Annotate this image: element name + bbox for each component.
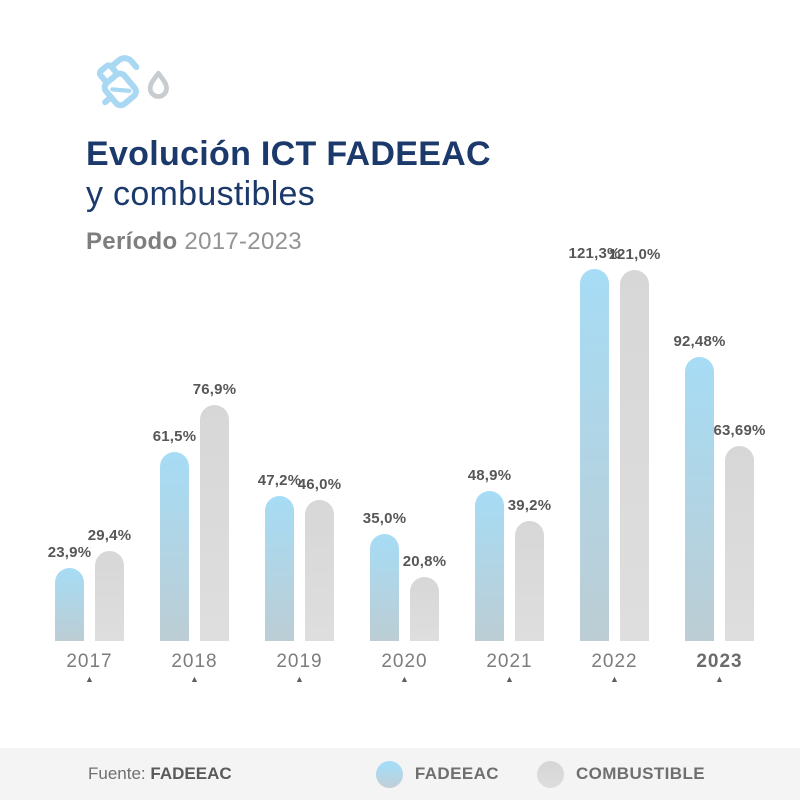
bar-chart: 23,9% 29,4% 2017 ▲ 61,5% 76,9% 2018 ▲ 47,2% 46,0%… [48,245,766,684]
legend-label: FADEEAC [414,764,499,783]
source-note: Fuente: FADEEAC [88,764,232,784]
bar-pair: 47,2% 46,0% [258,269,341,641]
title-line1: Evolución ICT FADEEAC [86,135,491,173]
bar-fadeeac-2021: 48,9% [468,467,511,641]
footer: Fuente: FADEEAC FADEEAC COMBUSTIBLE [0,748,800,800]
source-label: Fuente: [88,764,146,783]
fuel-nozzle-icon [84,44,491,118]
year-group-2017: 23,9% 29,4% 2017 ▲ [48,269,131,684]
year-group-2020: 35,0% 20,8% 2020 ▲ [363,269,446,684]
bar-value-label: 23,9% [47,543,92,561]
bar-combustible-2023: 63,69% [713,422,765,641]
axis-marker-icon: ▲ [400,674,409,684]
bar-combustible-2019: 46,0% [298,476,341,641]
legend-item-combustible: COMBUSTIBLE [536,760,705,788]
bar-fadeeac-2017: 23,9% [48,544,91,641]
bar-value-label: 76,9% [192,381,237,399]
bar-value-label: 35,0% [362,509,407,527]
bar-fadeeac-2020: 35,0% [363,510,406,641]
legend-item-fadeeac: FADEEAC [375,760,499,788]
bar-value-label: 61,5% [152,428,197,446]
axis-marker-icon: ▲ [715,674,724,684]
bar-value-label: 48,9% [467,467,512,484]
bar-value-label: 121,3% [568,245,621,262]
header: Evolución ICT FADEEAC y combustibles Per… [86,44,491,256]
source-value: FADEEAC [150,764,232,783]
bar-fadeeac-2019: 47,2% [258,472,301,641]
page-title: Evolución ICT FADEEAC y combustibles [86,134,491,214]
x-axis-label-2017: 2017 [66,651,113,672]
bar-fadeeac-2022: 121,3% [568,245,620,641]
period-label: Período [86,228,178,255]
axis-marker-icon: ▲ [610,674,619,684]
bar-combustible-2022: 121,0% [608,246,660,641]
x-axis-label-2021: 2021 [486,651,533,672]
bar-pair: 92,48% 63,69% [673,269,765,641]
year-group-2021: 48,9% 39,2% 2021 ▲ [468,269,551,684]
bar-fadeeac-2023: 92,48% [673,333,725,641]
bar-value-label: 29,4% [87,526,132,544]
axis-marker-icon: ▲ [295,674,304,684]
legend-swatch-icon [375,760,403,788]
bar-pair: 35,0% 20,8% [363,269,446,641]
axis-marker-icon: ▲ [190,674,199,684]
bar-combustible-2018: 76,9% [193,381,236,641]
x-axis-label-2022: 2022 [591,651,638,672]
bar-combustible-2020: 20,8% [403,553,446,641]
bar-value-label: 46,0% [297,475,342,493]
bar-combustible-2017: 29,4% [88,527,131,641]
bar-value-label: 39,2% [507,496,552,514]
bar-value-label: 20,8% [402,553,447,571]
bar-fadeeac-2018: 61,5% [153,428,196,641]
bar-pair: 61,5% 76,9% [153,269,236,641]
axis-marker-icon: ▲ [505,674,514,684]
title-line2: y combustibles [86,175,316,213]
legend-label: COMBUSTIBLE [575,764,705,783]
period-subtitle: Período 2017-2023 [86,228,491,256]
year-group-2023: 92,48% 63,69% 2023 ▲ [673,269,765,684]
legend-swatch-icon [536,760,564,788]
x-axis-label-2023: 2023 [696,651,743,672]
period-value: 2017-2023 [184,228,302,255]
x-axis-label-2020: 2020 [381,651,428,672]
bar-value-label: 47,2% [257,472,302,490]
bar-pair: 48,9% 39,2% [468,269,551,641]
bar-value-label: 121,0% [608,245,661,263]
bars-row: 23,9% 29,4% 2017 ▲ 61,5% 76,9% 2018 ▲ 47,2% 46,0%… [48,245,766,684]
axis-marker-icon: ▲ [85,674,94,684]
year-group-2019: 47,2% 46,0% 2019 ▲ [258,269,341,684]
x-axis-label-2019: 2019 [276,651,323,672]
x-axis-label-2018: 2018 [171,651,218,672]
year-group-2018: 61,5% 76,9% 2018 ▲ [153,269,236,684]
bar-value-label: 92,48% [673,333,726,351]
legend: FADEEAC COMBUSTIBLE [375,760,705,788]
bar-value-label: 63,69% [713,421,766,439]
bar-combustible-2021: 39,2% [508,497,551,641]
year-group-2022: 121,3% 121,0% 2022 ▲ [568,245,660,684]
bar-pair: 121,3% 121,0% [568,245,660,641]
bar-pair: 23,9% 29,4% [48,269,131,641]
